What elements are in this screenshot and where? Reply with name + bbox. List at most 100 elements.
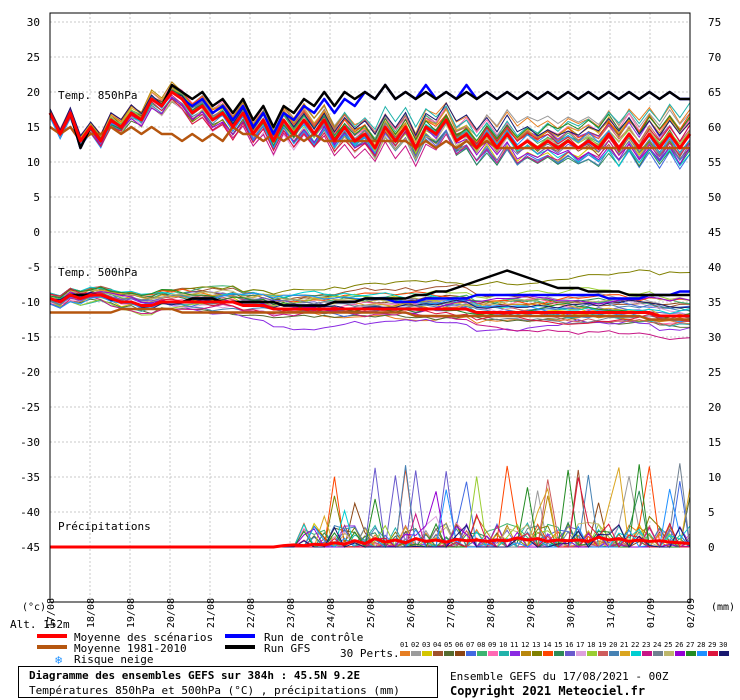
right-tick-label: 15 bbox=[708, 436, 721, 449]
pert-number-label: 17 bbox=[576, 641, 584, 649]
legend-clim-swatch bbox=[37, 645, 67, 649]
pert-color-swatch bbox=[609, 651, 619, 656]
right-tick-label: 60 bbox=[708, 121, 721, 134]
footer-title: Diagramme des ensembles GEFS sur 384h : … bbox=[29, 669, 361, 682]
pert-number-label: 28 bbox=[697, 641, 705, 649]
pert-color-swatch bbox=[488, 651, 498, 656]
pert-color-swatch bbox=[444, 651, 454, 656]
pert-number-label: 29 bbox=[708, 641, 716, 649]
pert-number-label: 25 bbox=[664, 641, 672, 649]
legend-mean-label: Moyenne des scénarios bbox=[74, 631, 213, 644]
pert-number-label: 18 bbox=[587, 641, 595, 649]
pert-number-label: 07 bbox=[466, 641, 474, 649]
pert-number-label: 06 bbox=[455, 641, 463, 649]
pert-number-label: 10 bbox=[499, 641, 507, 649]
date-tick-label: 27/08 bbox=[446, 598, 457, 628]
left-tick-label: -10 bbox=[20, 296, 40, 309]
pert-line-850 bbox=[49, 91, 691, 138]
pert-number-label: 14 bbox=[543, 641, 551, 649]
pert-line-500 bbox=[49, 296, 691, 341]
date-tick-label: 02/09 bbox=[686, 598, 697, 628]
pert-line-500 bbox=[49, 287, 691, 318]
pert-number-label: 11 bbox=[510, 641, 518, 649]
date-tick-label: 19/08 bbox=[126, 598, 137, 628]
pert-color-swatch bbox=[620, 651, 630, 656]
pert-color-swatch bbox=[521, 651, 531, 656]
pert-number-label: 24 bbox=[653, 641, 661, 649]
right-tick-label: 30 bbox=[708, 331, 721, 344]
pert-color-swatch bbox=[642, 651, 652, 656]
left-tick-label: -25 bbox=[20, 401, 40, 414]
precip-panel-label: Précipitations bbox=[58, 520, 151, 533]
pert-color-swatch bbox=[466, 651, 476, 656]
pert-number-label: 09 bbox=[488, 641, 496, 649]
footer-subtitle: Températures 850hPa et 500hPa (°C) , pré… bbox=[29, 684, 400, 697]
t850-panel-label: Temp. 850hPa bbox=[58, 89, 137, 102]
pert-number-label: 21 bbox=[620, 641, 628, 649]
pert-color-swatch bbox=[554, 651, 564, 656]
right-tick-label: 0 bbox=[708, 541, 715, 554]
pert-color-swatch bbox=[565, 651, 575, 656]
pert-color-swatch bbox=[400, 651, 410, 656]
left-tick-label: 10 bbox=[27, 156, 40, 169]
legend-snow-label: Risque neige bbox=[74, 653, 153, 666]
pert-color-swatch bbox=[598, 651, 608, 656]
legend-mean-swatch bbox=[37, 634, 67, 638]
left-tick-label: -30 bbox=[20, 436, 40, 449]
pert-color-swatch bbox=[653, 651, 663, 656]
left-tick-label: 15 bbox=[27, 121, 40, 134]
date-tick-label: 28/08 bbox=[486, 598, 497, 628]
left-tick-label: 0 bbox=[33, 226, 40, 239]
right-tick-label: 70 bbox=[708, 51, 721, 64]
date-tick-label: 22/08 bbox=[246, 598, 257, 628]
series-line-t850 bbox=[48, 90, 692, 150]
pert-color-swatch bbox=[587, 651, 597, 656]
pert-number-label: 08 bbox=[477, 641, 485, 649]
pert-line-500 bbox=[49, 286, 691, 315]
legend-control-swatch bbox=[225, 634, 255, 638]
pert-number-label: 23 bbox=[642, 641, 650, 649]
right-tick-label: 45 bbox=[708, 226, 721, 239]
pert-number-label: 22 bbox=[631, 641, 639, 649]
pert-number-label: 19 bbox=[598, 641, 606, 649]
left-tick-label: 5 bbox=[33, 191, 40, 204]
legend-gfs-swatch bbox=[225, 645, 255, 649]
series-line-t500 bbox=[50, 307, 690, 321]
date-tick-label: 31/08 bbox=[606, 598, 617, 628]
right-tick-label: 75 bbox=[708, 16, 721, 29]
pert-number-label: 12 bbox=[521, 641, 529, 649]
legend-perts-label: 30 Perts. bbox=[340, 647, 400, 660]
perturbation-legend: 01 02 03 04 05 06 07 08 09 10 11 12 13 14 15 16 17 18 19 20… bbox=[400, 641, 729, 656]
left-tick-label: -45 bbox=[20, 541, 40, 554]
series-line-t500 bbox=[49, 293, 690, 318]
pert-color-swatch bbox=[708, 651, 718, 656]
pert-number-label: 05 bbox=[444, 641, 452, 649]
pert-color-swatch bbox=[433, 651, 443, 656]
pert-number-label: 01 bbox=[400, 641, 408, 649]
date-tick-label: 25/08 bbox=[366, 598, 377, 628]
main-series bbox=[48, 83, 692, 549]
legend: Moyenne des scénarios Moyenne 1981-2010 … bbox=[37, 631, 729, 667]
date-tick-label: 26/08 bbox=[406, 598, 417, 628]
pert-color-swatch bbox=[499, 651, 509, 656]
pert-number-label: 13 bbox=[532, 641, 540, 649]
right-tick-label: 50 bbox=[708, 191, 721, 204]
footer-copyright: Copyright 2021 Meteociel.fr bbox=[450, 684, 646, 698]
pert-number-label: 27 bbox=[686, 641, 694, 649]
pert-color-swatch bbox=[697, 651, 707, 656]
legend-gfs-label: Run GFS bbox=[264, 642, 310, 655]
date-tick-label: 21/08 bbox=[206, 598, 217, 628]
date-tick-label: 29/08 bbox=[526, 598, 537, 628]
date-tick-label: 30/08 bbox=[566, 598, 577, 628]
left-tick-label: -15 bbox=[20, 331, 40, 344]
right-tick-label: 40 bbox=[708, 261, 721, 274]
right-tick-label: 55 bbox=[708, 156, 721, 169]
left-tick-label: 20 bbox=[27, 86, 40, 99]
date-tick-label: 18/08 bbox=[86, 598, 97, 628]
pert-number-label: 16 bbox=[565, 641, 573, 649]
date-tick-label: 20/08 bbox=[166, 598, 177, 628]
right-tick-label: 5 bbox=[708, 506, 715, 519]
pert-color-swatch bbox=[675, 651, 685, 656]
pert-number-label: 20 bbox=[609, 641, 617, 649]
